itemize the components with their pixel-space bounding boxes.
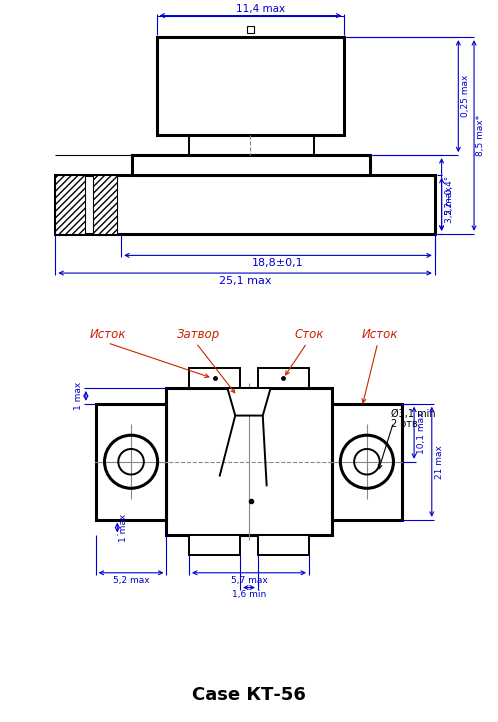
Text: 1 max: 1 max (74, 382, 83, 410)
Bar (96, 404, 166, 520)
Text: 11,4 max: 11,4 max (236, 4, 285, 14)
Bar (157, 38, 344, 136)
Text: 21 max: 21 max (435, 445, 444, 479)
Bar (189, 536, 240, 555)
Text: Сток: Сток (294, 328, 324, 341)
Text: Ø3,1 min: Ø3,1 min (391, 409, 436, 419)
Bar (258, 368, 309, 388)
Text: 10,1 max: 10,1 max (417, 412, 426, 454)
Text: 3,2 max: 3,2 max (445, 186, 454, 222)
Text: Case КТ-56: Case КТ-56 (192, 686, 306, 704)
Text: 2 отв.: 2 отв. (391, 419, 421, 430)
Bar (132, 155, 370, 175)
Bar (93, 175, 118, 234)
Text: 0,25 max: 0,25 max (461, 75, 470, 118)
Text: Исток: Исток (362, 328, 398, 341)
Text: 25,1 max: 25,1 max (219, 276, 271, 286)
Bar (189, 368, 240, 388)
Text: 5,2−0,4°: 5,2−0,4° (445, 174, 454, 214)
Bar (247, 27, 254, 33)
Bar (55, 175, 85, 234)
Text: 8,5 max*: 8,5 max* (476, 115, 485, 156)
Text: Исток: Исток (89, 328, 125, 341)
Text: Затвор: Затвор (177, 328, 221, 341)
Bar (55, 175, 435, 234)
Text: 18,8±0,1: 18,8±0,1 (252, 258, 304, 269)
Bar (166, 388, 332, 536)
Polygon shape (228, 388, 270, 416)
Text: 5,7 max: 5,7 max (231, 575, 267, 585)
Text: 1 max: 1 max (120, 513, 128, 542)
Bar (332, 404, 402, 520)
Text: 1,6 min: 1,6 min (232, 591, 266, 599)
Text: 5,2 max: 5,2 max (113, 575, 149, 585)
Bar (258, 536, 309, 555)
